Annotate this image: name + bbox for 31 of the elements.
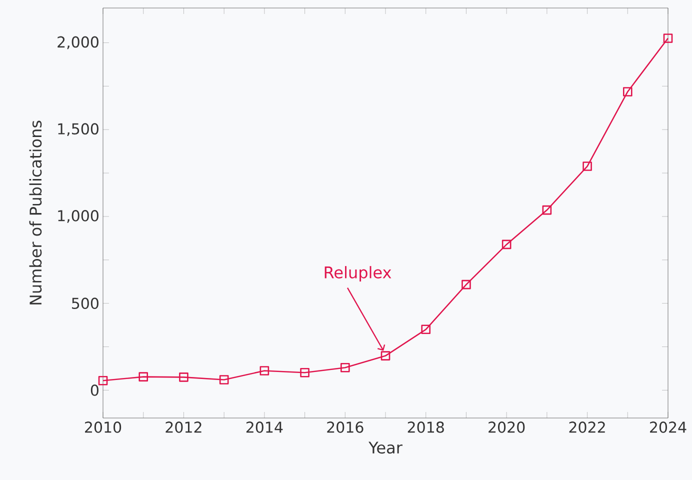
x-tick-label: 2016 [327,422,364,433]
point [502,240,512,250]
y-axis-title: Number of Publications [29,120,42,304]
point [542,205,552,215]
x-tick-label: 2014 [246,422,283,433]
x-tick-label: 2018 [408,422,444,433]
x-tick-label: 2012 [166,422,202,433]
point [179,372,188,382]
point [138,372,148,382]
point [582,162,592,171]
point [260,366,270,376]
point [663,34,673,43]
x-tick-label: 2024 [650,422,686,433]
x-axis-title: Year [368,442,402,454]
y-tick-label: 500 [72,298,98,310]
y-tick-label: 2,000 [58,36,98,50]
x-tick-label: 2022 [569,422,605,433]
point [300,368,310,378]
y-tick-label: 1,000 [58,210,98,223]
point [380,351,390,360]
point [421,324,431,334]
y-tick-label: 0 [90,384,98,396]
point [340,362,350,372]
y-tick-label: 1,500 [58,123,98,136]
x-tick-label: 2010 [85,422,122,433]
point [462,280,471,290]
x-tick-label: 2020 [488,422,525,433]
point [98,376,108,386]
annotation: Reluplex [324,266,392,282]
point [219,375,229,384]
point [623,87,632,96]
